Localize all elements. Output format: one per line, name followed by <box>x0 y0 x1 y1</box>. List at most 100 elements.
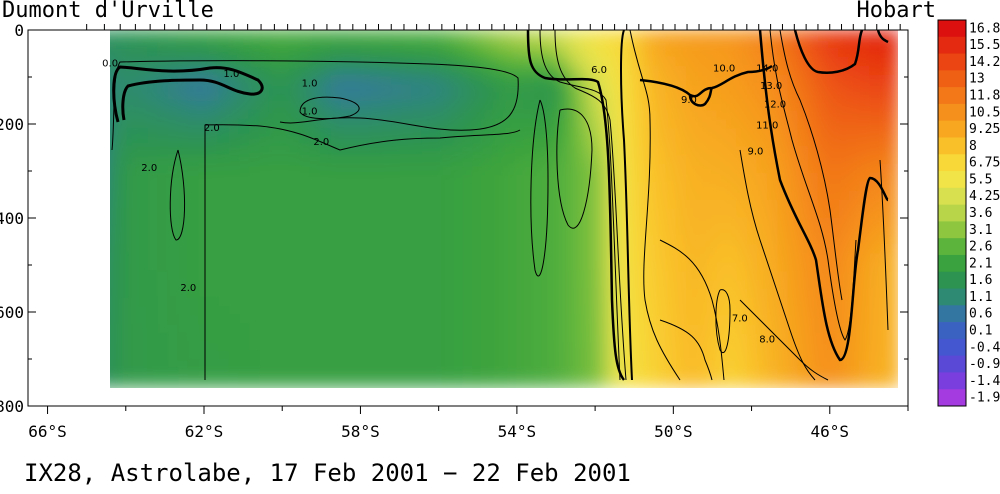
field-cell <box>665 306 677 317</box>
field-cell <box>879 127 891 138</box>
x-axis: 66°S 62°S 58°S 54°S 50°S 46°S <box>28 406 909 441</box>
field-cell <box>110 234 118 245</box>
field-cell <box>208 30 220 40</box>
field-cell <box>330 217 342 227</box>
field-cell <box>543 163 555 174</box>
field-cell <box>726 315 738 326</box>
field-cell <box>828 359 840 370</box>
field-cell <box>228 56 240 67</box>
field-cell <box>86 333 97 343</box>
field-cell <box>696 56 708 67</box>
field-cell <box>431 234 444 245</box>
field-cell <box>716 306 728 317</box>
field-cell <box>543 172 555 183</box>
field-cell <box>482 118 494 129</box>
field-cell <box>553 324 566 335</box>
field-cell <box>411 127 423 138</box>
field-cell <box>828 56 840 67</box>
field-cell <box>716 92 728 102</box>
field-cell <box>462 252 474 263</box>
field-cell <box>452 100 464 111</box>
field-cell <box>381 163 393 174</box>
field-cell <box>777 74 789 85</box>
field-cell <box>594 252 606 263</box>
field-cell <box>350 368 362 379</box>
field-cell <box>879 145 891 156</box>
field-cell <box>523 306 535 317</box>
field-cell <box>411 350 423 361</box>
field-cell <box>370 279 383 290</box>
field-cell <box>859 306 871 317</box>
field-cell <box>411 100 423 111</box>
field-cell <box>248 234 261 245</box>
field-cell <box>492 252 505 263</box>
field-cell <box>330 181 342 192</box>
field-cell <box>218 154 230 165</box>
field-cell <box>330 315 342 326</box>
field-cell <box>482 252 494 263</box>
field-cell <box>340 217 352 227</box>
field-cell <box>553 368 566 379</box>
field-cell <box>635 92 647 102</box>
field-cell <box>269 288 281 299</box>
field-cell <box>299 92 311 102</box>
field-cell <box>614 181 627 192</box>
field-cell <box>533 315 545 326</box>
field-cell <box>228 297 240 308</box>
field-cell <box>492 92 505 102</box>
field-cell <box>828 109 840 120</box>
field-cell <box>431 279 444 290</box>
field-cell <box>411 261 423 272</box>
field-cell <box>259 199 271 210</box>
field-cell <box>126 127 139 138</box>
field-cell <box>370 181 383 192</box>
field-cell <box>564 199 576 210</box>
field-cell <box>147 83 159 94</box>
field-cell <box>828 324 840 335</box>
field-cell <box>411 368 423 379</box>
field-cell <box>757 333 769 344</box>
field-cell <box>442 306 454 317</box>
field-cell <box>665 38 677 49</box>
contour-1 <box>111 60 519 151</box>
field-cell <box>513 333 525 344</box>
field-cell <box>797 243 810 254</box>
field-cell <box>767 315 779 326</box>
field-cell <box>665 30 677 40</box>
contour-front-e <box>556 108 593 229</box>
field-cell <box>411 270 423 281</box>
field-cell <box>167 288 179 299</box>
field-cell <box>279 127 291 138</box>
field-cell <box>431 109 444 120</box>
field-cell <box>187 127 200 138</box>
field-cell <box>635 190 647 201</box>
field-cell <box>452 83 464 94</box>
field-cell <box>818 92 830 102</box>
field-cell <box>787 288 799 299</box>
field-cell <box>320 333 332 344</box>
field-cell <box>665 145 677 156</box>
field-cell <box>564 56 576 67</box>
field-cell <box>177 109 189 120</box>
field-cell <box>147 243 159 254</box>
field-cell <box>665 172 677 183</box>
field-cell <box>686 190 698 201</box>
field-cell <box>299 47 311 58</box>
field-cell <box>828 333 840 344</box>
field-cell <box>808 217 820 227</box>
field-cell <box>208 65 220 76</box>
field-cell <box>625 377 637 388</box>
field-cell <box>269 350 281 361</box>
field-cell <box>259 324 271 335</box>
field-cell <box>716 190 728 201</box>
field-cell <box>492 181 505 192</box>
field-cell <box>391 270 403 281</box>
field-cell <box>279 154 291 165</box>
field-cell <box>848 47 861 58</box>
field-cell <box>492 306 505 317</box>
field-cell <box>553 297 566 308</box>
field-cell <box>594 315 606 326</box>
field-cell <box>208 368 220 379</box>
field-cell <box>879 38 891 49</box>
field-cell <box>208 181 220 192</box>
